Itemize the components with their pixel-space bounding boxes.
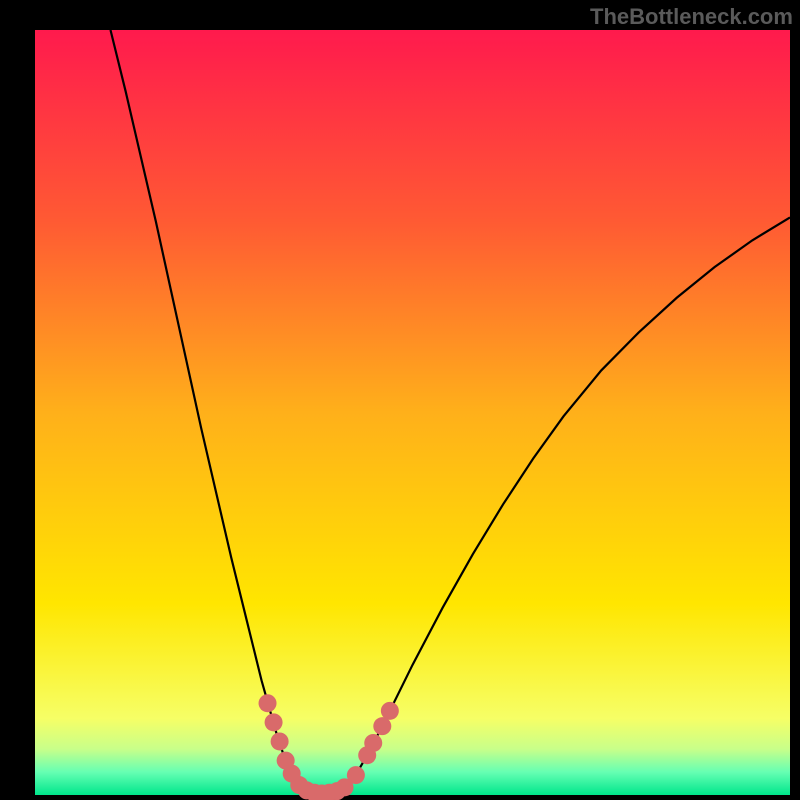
plot-area	[35, 30, 790, 795]
watermark-text: TheBottleneck.com	[590, 4, 793, 30]
chart-container: TheBottleneck.com	[0, 0, 800, 800]
